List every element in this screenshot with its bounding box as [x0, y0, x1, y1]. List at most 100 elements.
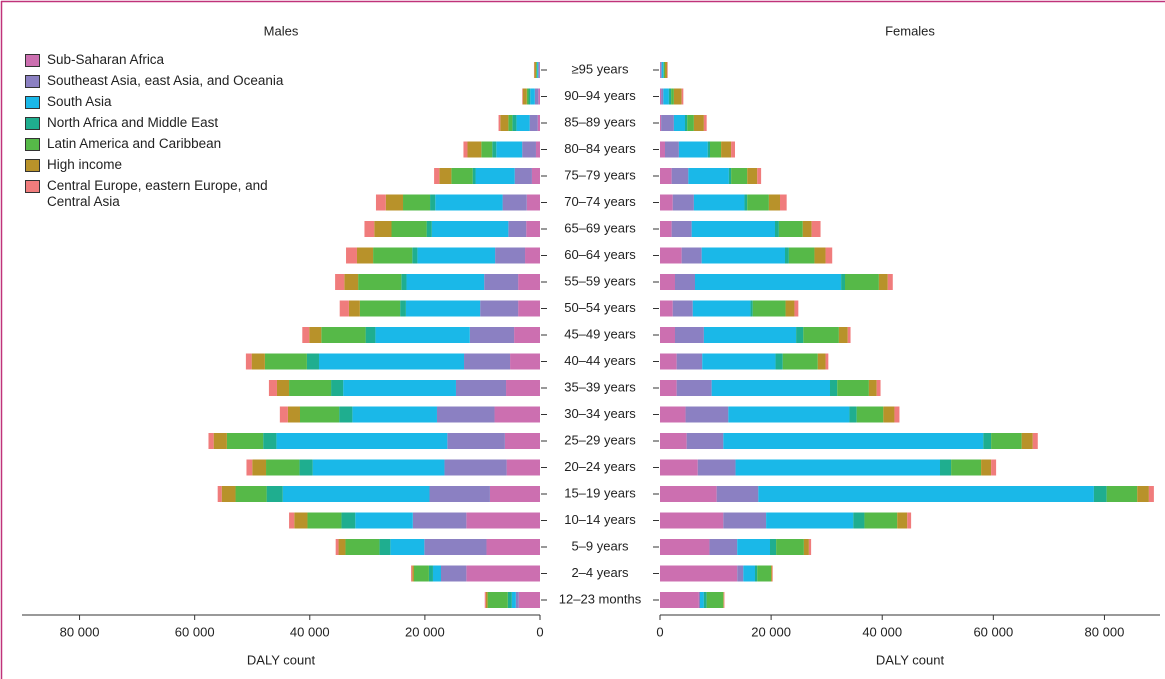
- bar-segment: [660, 353, 677, 370]
- bar-segment: [802, 221, 812, 237]
- bar-segment: [299, 406, 340, 423]
- bar-segment: [1137, 486, 1149, 502]
- bar-segment: [661, 88, 664, 105]
- legend-swatch: [25, 117, 40, 130]
- bar-segment: [723, 592, 725, 608]
- bar-segment: [341, 512, 356, 529]
- bar-segment: [731, 141, 735, 158]
- bar-segment: [723, 433, 984, 449]
- bar-segment: [785, 247, 789, 264]
- bar-segment: [424, 539, 487, 555]
- bar-segment: [675, 274, 695, 290]
- bar-segment: [266, 459, 300, 476]
- bar-segment: [514, 327, 540, 343]
- x-tick-label: 0: [536, 624, 543, 639]
- bar-segment: [723, 512, 767, 529]
- category-label: 65–69 years: [564, 220, 636, 235]
- category-label: 80–84 years: [564, 141, 636, 156]
- bar-segment: [785, 300, 795, 317]
- bar-segment: [451, 168, 473, 184]
- bar-segment: [675, 327, 704, 343]
- bar-segment: [706, 592, 724, 608]
- bar-segment: [668, 88, 672, 105]
- category-label: 85–89 years: [564, 114, 636, 129]
- bar-segment: [279, 406, 288, 423]
- category-label: 70–74 years: [564, 194, 636, 209]
- bar-segment: [701, 247, 785, 264]
- bar-segment: [307, 512, 342, 529]
- bar-segment: [522, 141, 536, 158]
- bar-segment: [504, 433, 540, 449]
- bar-segment: [500, 115, 509, 131]
- bar-segment: [538, 62, 540, 78]
- x-tick-label: 20 000: [405, 624, 445, 639]
- bar-segment: [466, 565, 540, 582]
- bar-segment: [390, 539, 425, 555]
- bar-segment: [530, 88, 535, 105]
- bar-segment: [883, 406, 895, 423]
- bar-segment: [737, 565, 744, 582]
- bar-segment: [660, 62, 662, 78]
- bar-segment: [660, 565, 738, 582]
- bar-segment: [693, 115, 704, 131]
- bar-segment: [208, 433, 214, 449]
- bar-segment: [811, 221, 821, 237]
- bar-segment: [512, 115, 517, 131]
- bar-segment: [444, 459, 507, 476]
- bar-segment: [526, 88, 529, 105]
- category-label: 15–19 years: [564, 485, 636, 500]
- bar-segment: [768, 194, 780, 211]
- bar-segment: [757, 168, 762, 184]
- x-axis-label: DALY count: [876, 652, 945, 667]
- bar-segment: [864, 512, 898, 529]
- bar-segment: [782, 353, 818, 370]
- bar-segment: [374, 221, 392, 237]
- bar-segment: [663, 88, 669, 105]
- bar-segment: [744, 194, 748, 211]
- bar-segment: [282, 486, 430, 502]
- bar-segment: [464, 353, 511, 370]
- bar-segment: [226, 433, 264, 449]
- bar-segment: [671, 88, 674, 105]
- x-tick-label: 60 000: [175, 624, 215, 639]
- bar-segment: [534, 62, 536, 78]
- bar-segment: [1032, 433, 1038, 449]
- bar-segment: [412, 565, 414, 582]
- bar-segment: [343, 380, 456, 396]
- bar-segment: [667, 62, 668, 78]
- bar-segment: [743, 565, 755, 582]
- bar-segment: [467, 141, 482, 158]
- bar-segment: [432, 565, 442, 582]
- bar-segment: [484, 592, 486, 608]
- bar-segment: [379, 539, 391, 555]
- legend-swatch: [25, 54, 40, 67]
- bar-segment: [463, 141, 468, 158]
- bar-segment: [702, 353, 776, 370]
- bar-segment: [825, 353, 829, 370]
- bar-segment: [489, 486, 540, 502]
- bar-segment: [711, 380, 830, 396]
- bar-segment: [535, 141, 540, 158]
- bar-segment: [731, 168, 748, 184]
- bar-segment: [252, 459, 267, 476]
- bar-segment: [486, 539, 540, 555]
- bar-segment: [263, 433, 277, 449]
- panel-title: Males: [264, 23, 299, 38]
- bar-segment: [447, 433, 505, 449]
- bar-segment: [412, 512, 467, 529]
- bar-segment: [951, 459, 982, 476]
- bar-segment: [339, 406, 353, 423]
- legend-label: Central Europe, eastern Europe, and Cent…: [47, 178, 268, 209]
- bar-segment: [344, 274, 359, 290]
- bar-segment: [365, 327, 376, 343]
- bar-segment: [673, 115, 685, 131]
- bar-segment: [703, 327, 797, 343]
- bar-segment: [312, 459, 445, 476]
- bar-segment: [894, 406, 900, 423]
- legend-swatch: [25, 75, 40, 88]
- bar-segment: [331, 380, 344, 396]
- bar-segment: [661, 115, 674, 131]
- bar-segment: [678, 141, 708, 158]
- bar-segment: [775, 221, 779, 237]
- bar-segment: [217, 486, 222, 502]
